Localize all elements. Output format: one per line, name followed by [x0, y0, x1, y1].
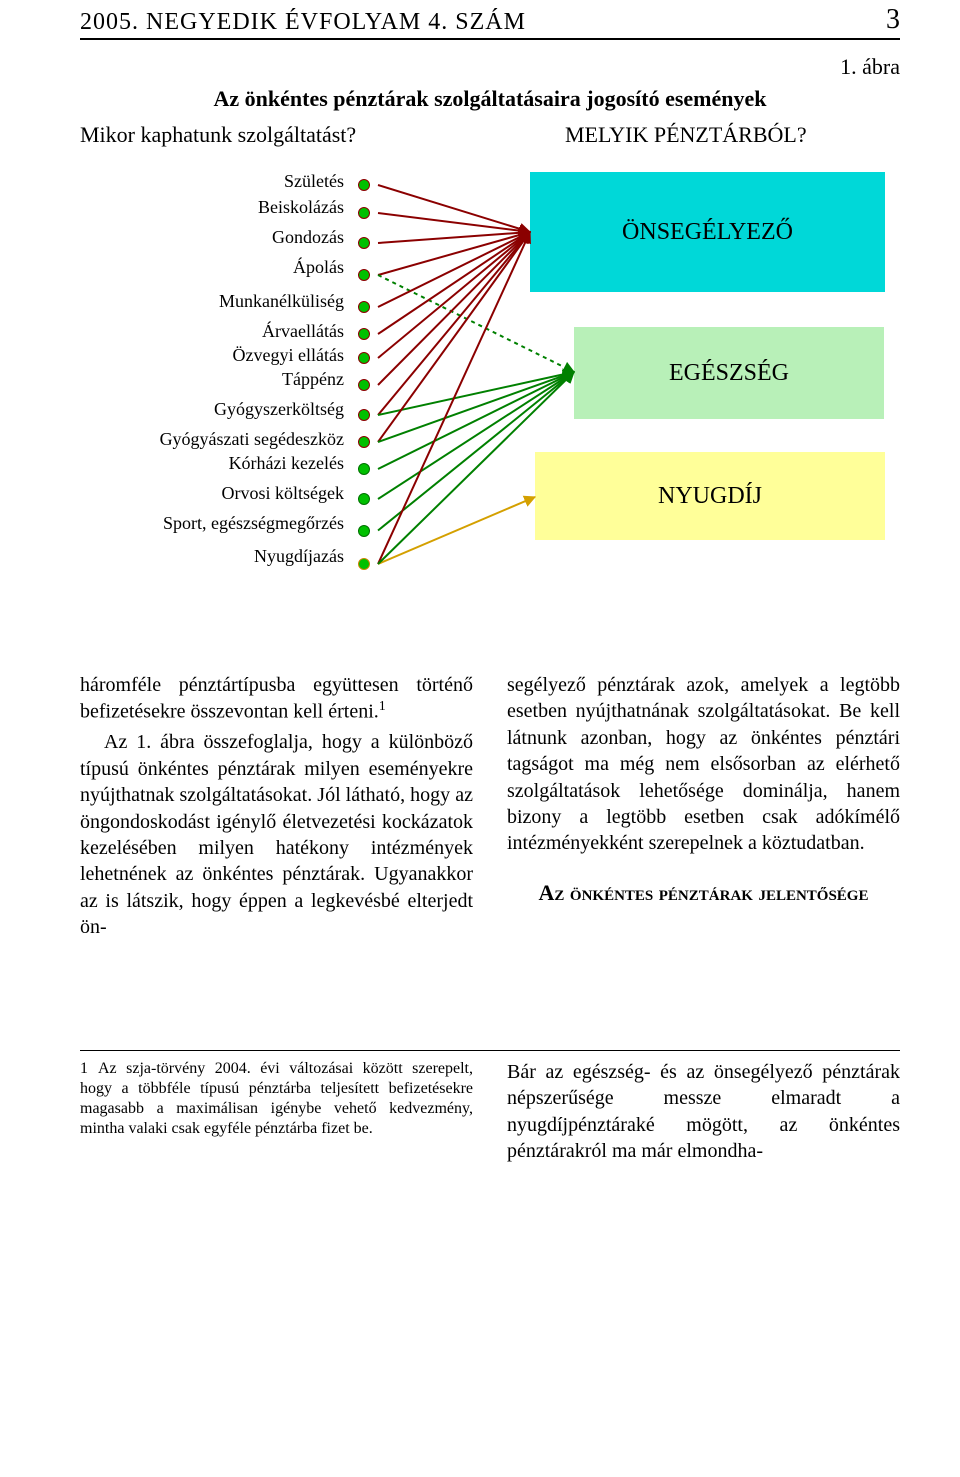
header-title: 2005. NEGYEDIK ÉVFOLYAM 4. SZÁM [80, 9, 526, 36]
main-title: Az önkéntes pénztárak szolgáltatásaira j… [80, 86, 900, 112]
event-dot-icon [358, 463, 370, 475]
event-dot-icon [358, 379, 370, 391]
events-list: Születés Beiskolázás Gondozás Ápolás Munkané… [80, 172, 380, 581]
paragraph-1: háromféle pénztártípusba együttesen tört… [80, 672, 473, 725]
event-label: Özvegyi ellátás [233, 345, 344, 365]
connector [378, 372, 574, 442]
event-dot-icon [358, 436, 370, 448]
event-label: Gyógyászati segédeszköz [160, 429, 344, 449]
connector [378, 232, 530, 334]
event-label: Nyugdíjazás [254, 546, 344, 566]
figure-label: 1. ábra [80, 54, 900, 80]
header-page: 3 [886, 4, 900, 36]
event-label: Ápolás [293, 257, 344, 277]
question-left: Mikor kaphatunk szolgáltatást? [80, 122, 356, 148]
event-dot-icon [358, 328, 370, 340]
event-3: Ápolás [80, 258, 380, 292]
event-dot-icon [358, 493, 370, 505]
fund-box-health: EGÉSZSÉG [574, 327, 884, 419]
event-label: Sport, egészségmegőrzés [163, 513, 344, 533]
event-10: Kórházi kezelés [80, 454, 380, 484]
event-dot-icon [358, 207, 370, 219]
event-label: Gyógyszerköltség [214, 399, 344, 419]
fund-box-self: ÖNSEGÉLYEZŐ [530, 172, 885, 292]
event-label: Kórházi kezelés [229, 453, 344, 473]
event-dot-icon [358, 237, 370, 249]
footnote-right-col: Bár az egészség- és az önsegélyező pénzt… [507, 1059, 900, 1165]
event-dot-icon [358, 409, 370, 421]
event-4: Munkanélküliség [80, 292, 380, 322]
connector [378, 213, 530, 232]
event-0: Születés [80, 172, 380, 198]
event-9: Gyógyászati segédeszköz [80, 430, 380, 454]
event-dot-icon [358, 352, 370, 364]
header-bar: 2005. NEGYEDIK ÉVFOLYAM 4. SZÁM 3 [80, 4, 900, 40]
connector [378, 185, 530, 232]
event-1: Beiskolázás [80, 198, 380, 228]
body-text: háromféle pénztártípusba együttesen tört… [80, 672, 900, 1032]
event-13: Nyugdíjazás [80, 547, 380, 581]
event-dot-icon [358, 301, 370, 313]
event-label: Beiskolázás [258, 197, 344, 217]
event-11: Orvosi költségek [80, 484, 380, 514]
connector [378, 232, 530, 564]
connector [378, 232, 530, 275]
event-2: Gondozás [80, 228, 380, 258]
connector [378, 232, 530, 358]
connector [378, 232, 530, 415]
event-dot-icon [358, 179, 370, 191]
event-label: Gondozás [272, 227, 344, 247]
event-dot-icon [358, 525, 370, 537]
connector [378, 372, 574, 415]
paragraph-2: Az 1. ábra összefoglalja, hogy a kü­lönb… [80, 729, 473, 940]
event-label: Táppénz [282, 369, 344, 389]
footnote-1: 1Az szja-törvény 2004. évi változásai kö… [80, 1059, 473, 1139]
fund-box-pension: NYUGDÍJ [535, 452, 885, 540]
connector [378, 232, 530, 243]
diagram: Mikor kaphatunk szolgáltatást? MELYIK PÉ… [80, 122, 900, 642]
event-label: Árvaellátás [262, 321, 344, 341]
connector [378, 232, 530, 307]
event-7: Táppénz [80, 370, 380, 400]
event-label: Születés [284, 171, 344, 191]
event-label: Orvosi költségek [222, 483, 344, 503]
event-12: Sport, egészségmegőrzés [80, 514, 380, 547]
section-title: Az önkéntes pénztárak jelentősége [507, 879, 900, 907]
footnotes: 1Az szja-törvény 2004. évi változásai kö… [80, 1050, 900, 1165]
paragraph-3: segélyező pénztárak azok, amelyek a legt… [507, 672, 900, 857]
connector [378, 232, 530, 385]
event-dot-icon [358, 558, 370, 570]
event-5: Árvaellátás [80, 322, 380, 346]
event-8: Gyógyszerköltség [80, 400, 380, 430]
connector [378, 232, 530, 442]
connector [378, 497, 535, 564]
question-right: MELYIK PÉNZTÁRBÓL? [565, 122, 807, 148]
event-dot-icon [358, 269, 370, 281]
event-6: Özvegyi ellátás [80, 346, 380, 370]
event-label: Munkanélküliség [219, 291, 344, 311]
